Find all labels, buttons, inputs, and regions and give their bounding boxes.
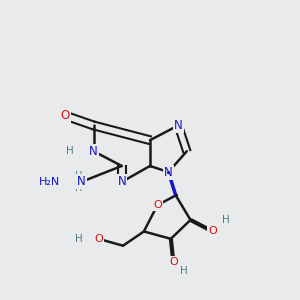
- Text: N: N: [117, 176, 126, 188]
- Text: H: H: [222, 215, 230, 225]
- Text: H: H: [75, 171, 82, 181]
- Text: N: N: [77, 176, 86, 188]
- Text: O: O: [94, 234, 103, 244]
- Text: H: H: [66, 146, 74, 156]
- Text: N: N: [89, 145, 98, 158]
- Text: O: O: [208, 226, 217, 236]
- Text: O: O: [61, 109, 70, 122]
- Text: O: O: [169, 256, 178, 267]
- Text: O: O: [153, 200, 162, 210]
- Text: H₂N: H₂N: [39, 177, 60, 187]
- Text: N: N: [174, 119, 183, 132]
- Text: H: H: [75, 234, 83, 244]
- Text: H: H: [75, 183, 82, 193]
- Text: N: N: [164, 166, 173, 178]
- Text: H: H: [181, 266, 188, 277]
